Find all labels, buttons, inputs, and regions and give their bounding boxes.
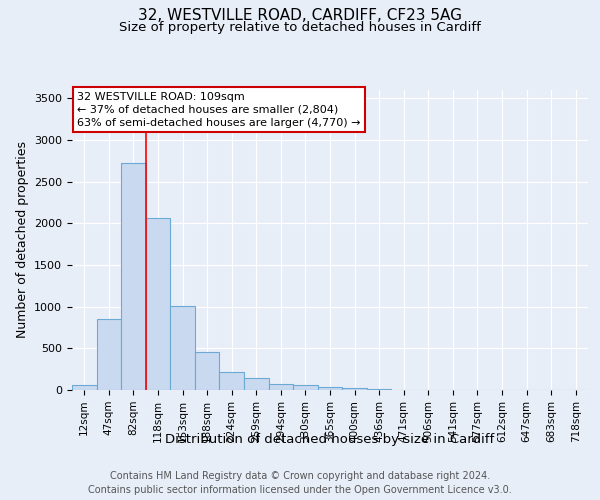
Bar: [342, 388, 367, 390]
Bar: [72, 385, 97, 390]
Bar: [318, 387, 342, 390]
Bar: [269, 384, 293, 390]
Text: Distribution of detached houses by size in Cardiff: Distribution of detached houses by size …: [166, 432, 494, 446]
Bar: [244, 378, 269, 390]
Bar: [146, 218, 170, 390]
Bar: [293, 386, 318, 390]
Bar: [220, 372, 244, 390]
Bar: [195, 352, 220, 390]
Y-axis label: Number of detached properties: Number of detached properties: [16, 142, 29, 338]
Text: 32 WESTVILLE ROAD: 109sqm
← 37% of detached houses are smaller (2,804)
63% of se: 32 WESTVILLE ROAD: 109sqm ← 37% of detac…: [77, 92, 361, 128]
Text: Size of property relative to detached houses in Cardiff: Size of property relative to detached ho…: [119, 22, 481, 35]
Text: 32, WESTVILLE ROAD, CARDIFF, CF23 5AG: 32, WESTVILLE ROAD, CARDIFF, CF23 5AG: [138, 8, 462, 22]
Bar: [97, 319, 121, 390]
Bar: [367, 389, 391, 390]
Bar: [121, 162, 146, 390]
Text: Contains HM Land Registry data © Crown copyright and database right 2024.
Contai: Contains HM Land Registry data © Crown c…: [88, 471, 512, 495]
Bar: [170, 306, 195, 390]
